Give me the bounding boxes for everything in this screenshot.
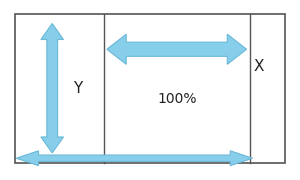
Text: X: X [254, 59, 264, 75]
Text: Y: Y [73, 81, 82, 96]
Polygon shape [41, 24, 64, 153]
Polygon shape [16, 151, 253, 166]
Polygon shape [107, 34, 247, 64]
Bar [15, 14, 285, 163]
Text: 100%: 100% [157, 92, 196, 106]
